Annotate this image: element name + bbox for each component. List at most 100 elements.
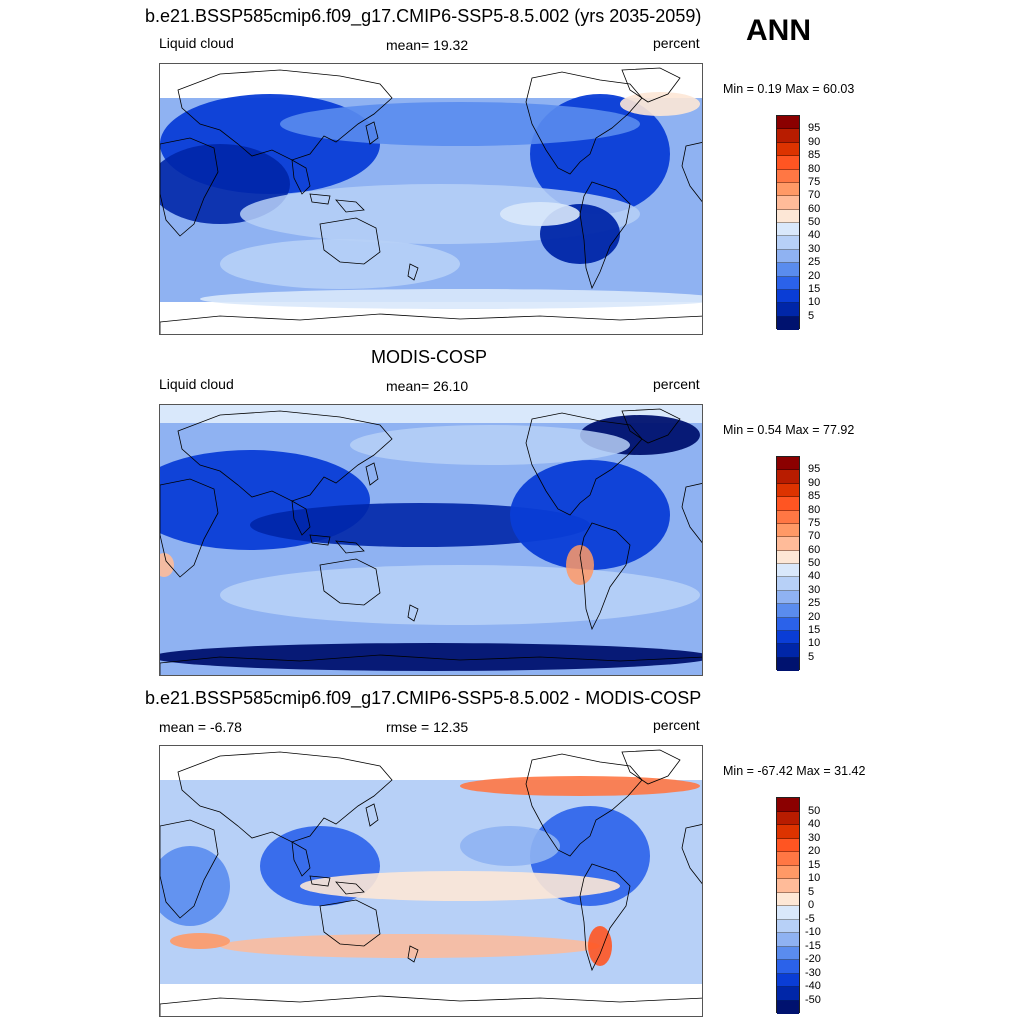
colorbar-tick-label: 80 bbox=[808, 503, 821, 516]
colorbar-swatch bbox=[777, 249, 799, 264]
colorbar-tick-label: 50 bbox=[808, 216, 821, 228]
colorbar-swatch bbox=[777, 289, 799, 304]
colorbar-swatch bbox=[777, 798, 799, 812]
colorbar-obs bbox=[776, 456, 800, 671]
colorbar-swatch bbox=[777, 236, 799, 250]
colorbar-swatch bbox=[777, 577, 799, 591]
panel-title: MODIS-COSP bbox=[371, 347, 488, 367]
colorbar-swatch bbox=[777, 892, 799, 906]
colorbar-tick-label: -15 bbox=[805, 939, 821, 952]
colorbar-tick-label: -5 bbox=[805, 912, 815, 925]
colorbar-tick-label: 70 bbox=[808, 189, 821, 202]
colorbar-swatch bbox=[777, 933, 799, 947]
colorbar-swatch bbox=[777, 209, 799, 223]
colorbar-tick-label: 75 bbox=[808, 175, 821, 188]
colorbar-swatch bbox=[777, 223, 799, 237]
variable-label: Liquid cloud bbox=[159, 376, 234, 392]
colorbar-tick-label: 70 bbox=[808, 530, 821, 543]
colorbar-swatch bbox=[777, 276, 799, 290]
colorbar-tick-label: 40 bbox=[808, 229, 821, 242]
units-label: percent bbox=[653, 717, 700, 733]
colorbar-tick-label: 80 bbox=[808, 162, 821, 175]
colorbar-tick-label: 10 bbox=[808, 637, 821, 650]
colorbar-swatch bbox=[777, 316, 799, 330]
panel-title: b.e21.BSSP585cmip6.f09_g17.CMIP6-SSP5-8.… bbox=[145, 6, 702, 26]
colorbar-swatch bbox=[777, 116, 799, 130]
colorbar-swatch bbox=[777, 644, 799, 658]
colorbar-tick-label: -50 bbox=[805, 993, 821, 1006]
colorbar-tick-label: 40 bbox=[808, 818, 821, 830]
mean-label: mean = -6.78 bbox=[159, 719, 242, 735]
colorbar-swatch bbox=[777, 550, 799, 564]
colorbar-swatch bbox=[777, 946, 799, 960]
colorbar-swatch bbox=[777, 196, 799, 210]
colorbar-tick-label: 25 bbox=[808, 256, 821, 269]
colorbar-swatch bbox=[777, 838, 799, 852]
colorbar-swatch bbox=[777, 865, 799, 879]
season-label: ANN bbox=[746, 14, 811, 47]
colorbar-swatch bbox=[777, 604, 799, 618]
colorbar-tick-label: -20 bbox=[805, 953, 821, 965]
colorbar-diff bbox=[776, 797, 800, 1014]
colorbar-swatch bbox=[777, 617, 799, 631]
colorbar-swatch bbox=[777, 919, 799, 933]
colorbar-swatch bbox=[777, 811, 799, 825]
colorbar-swatch bbox=[777, 263, 799, 277]
colorbar-swatch bbox=[777, 457, 799, 471]
colorbar-tick-label: 15 bbox=[808, 858, 821, 871]
colorbar-swatch bbox=[777, 169, 799, 183]
colorbar-tick-label: -10 bbox=[805, 926, 821, 938]
colorbar-tick-label: 5 bbox=[808, 650, 815, 663]
min-max-label: Min = -67.42 Max = 31.42 bbox=[723, 764, 866, 778]
colorbar-swatch bbox=[777, 657, 799, 671]
min-max-label: Min = 0.19 Max = 60.03 bbox=[723, 82, 855, 96]
colorbar-swatch bbox=[777, 564, 799, 578]
colorbar-swatch bbox=[777, 906, 799, 920]
map-plot-diff bbox=[159, 745, 703, 1017]
colorbar-tick-label: 30 bbox=[808, 583, 821, 596]
colorbar-tick-label: -40 bbox=[805, 980, 821, 992]
colorbar-tick-label: 60 bbox=[808, 543, 821, 556]
colorbar-swatch bbox=[777, 630, 799, 645]
colorbar-swatch bbox=[777, 182, 799, 197]
colorbar-swatch bbox=[777, 973, 799, 987]
panel-title: b.e21.BSSP585cmip6.f09_g17.CMIP6-SSP5-8.… bbox=[145, 688, 702, 708]
colorbar-tick-label: 30 bbox=[808, 831, 821, 844]
colorbar-swatch bbox=[777, 987, 799, 1001]
colorbar-tick-label: 15 bbox=[808, 623, 821, 636]
colorbar-tick-label: 60 bbox=[808, 202, 821, 215]
colorbar-swatch bbox=[777, 142, 799, 157]
colorbar-swatch bbox=[777, 852, 799, 866]
rmse-label: rmse = 12.35 bbox=[386, 719, 469, 735]
colorbar-tick-label: 10 bbox=[808, 296, 821, 309]
contour-field bbox=[160, 64, 702, 334]
contour-field bbox=[160, 746, 702, 1016]
colorbar-tick-label: 95 bbox=[808, 122, 821, 135]
colorbar-swatch bbox=[777, 483, 799, 498]
colorbar-tick-label: 40 bbox=[808, 570, 821, 583]
contour-field bbox=[160, 405, 702, 675]
variable-label: Liquid cloud bbox=[159, 35, 234, 51]
colorbar-swatch bbox=[777, 156, 799, 170]
map-plot-model bbox=[159, 63, 703, 335]
colorbar-tick-label: -30 bbox=[805, 966, 821, 979]
colorbar-swatch bbox=[777, 129, 799, 143]
colorbar-swatch bbox=[777, 1000, 799, 1014]
colorbar-swatch bbox=[777, 960, 799, 974]
colorbar-swatch bbox=[777, 879, 799, 893]
units-label: percent bbox=[653, 376, 700, 392]
colorbar-swatch bbox=[777, 497, 799, 511]
colorbar-tick-label: 95 bbox=[808, 463, 821, 476]
colorbar-tick-label: 85 bbox=[808, 149, 821, 162]
colorbar-tick-label: 5 bbox=[808, 885, 815, 898]
colorbar-tick-label: 15 bbox=[808, 282, 821, 295]
colorbar-tick-label: 50 bbox=[808, 557, 821, 569]
colorbar-swatch bbox=[777, 510, 799, 524]
colorbar-tick-label: 30 bbox=[808, 242, 821, 255]
colorbar-swatch bbox=[777, 825, 799, 839]
colorbar-swatch bbox=[777, 523, 799, 538]
colorbar-tick-label: 5 bbox=[808, 309, 815, 322]
units-label: percent bbox=[653, 35, 700, 51]
colorbar-tick-label: 0 bbox=[808, 899, 815, 911]
map-plot-obs bbox=[159, 404, 703, 676]
